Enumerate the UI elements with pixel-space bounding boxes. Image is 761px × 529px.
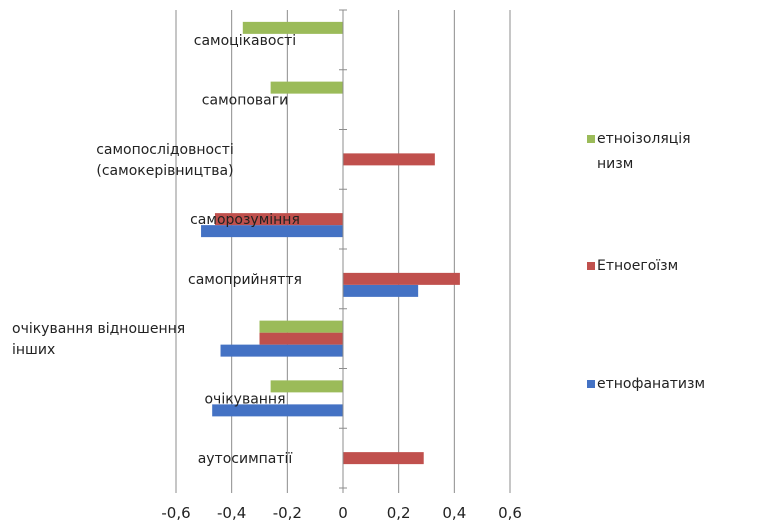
x-tick-labels: -0,6 -0,4 -0,2 0 0,2 0,4 0,6 xyxy=(161,504,522,522)
category-label: самопослідовності (самокерівництва) xyxy=(96,142,234,179)
category-label: самоприйняття xyxy=(188,272,302,288)
bar-етноегоїзм xyxy=(343,452,424,465)
category-label: самоцікавості xyxy=(194,33,296,49)
category-label-line: самопослідовності xyxy=(96,142,234,158)
category-label-line: самоповаги xyxy=(202,93,288,109)
legend-item: Етноегоїзм xyxy=(587,258,678,274)
bar-етноегоїзм xyxy=(343,153,435,166)
category-label: самоповаги xyxy=(202,93,288,109)
x-tick-label: -0,6 xyxy=(161,504,190,522)
category-label-line: очікування відношення xyxy=(12,321,185,337)
bar-етнофанатизм xyxy=(343,284,419,297)
legend: етноізоляція низм Етноегоїзм етнофанатизм xyxy=(587,131,705,392)
bar-етноізоляція-низм xyxy=(270,380,343,393)
legend-label: низм xyxy=(597,156,633,172)
bar-етноізоляція-низм xyxy=(242,21,343,34)
legend-label: етноізоляція xyxy=(597,131,691,147)
bar-етноегоїзм xyxy=(214,213,343,226)
category-label-line: очікування xyxy=(204,391,285,407)
legend-swatch xyxy=(587,135,595,143)
category-label: очікування відношення інших xyxy=(12,321,185,358)
legend-label: етнофанатизм xyxy=(597,376,705,392)
x-tick-label: 0,6 xyxy=(498,504,522,522)
x-tick-label: 0,4 xyxy=(442,504,466,522)
category-label-line: інших xyxy=(12,342,55,358)
category-label-line: саморозуміння xyxy=(190,212,300,228)
category-label-line: (самокерівництва) xyxy=(96,163,233,179)
bar-етноегоїзм xyxy=(259,332,343,345)
bar-етноізоляція-низм xyxy=(259,320,343,333)
category-label: очікування xyxy=(204,391,285,407)
category-label: аутосимпатії xyxy=(198,451,293,467)
x-tick-label: -0,2 xyxy=(273,504,302,522)
axes xyxy=(175,9,511,493)
x-tick-label: 0,2 xyxy=(387,504,411,522)
legend-item: етнофанатизм xyxy=(587,376,705,392)
category-label-line: аутосимпатії xyxy=(198,451,293,467)
bars xyxy=(201,21,460,465)
legend-swatch xyxy=(587,262,595,270)
legend-swatch xyxy=(587,380,595,388)
legend-label: Етноегоїзм xyxy=(597,258,678,274)
bar-етнофанатизм xyxy=(201,225,343,238)
legend-item: етноізоляція низм xyxy=(587,131,691,172)
category-label: саморозуміння xyxy=(190,212,300,228)
bar-етнофанатизм xyxy=(220,344,343,357)
bar-етнофанатизм xyxy=(212,404,343,417)
bar-етноегоїзм xyxy=(343,272,460,285)
category-label-line: самоцікавості xyxy=(194,33,296,49)
x-tick-label: 0 xyxy=(338,504,348,522)
bar-етноізоляція-низм xyxy=(270,81,343,94)
x-tick-label: -0,4 xyxy=(217,504,246,522)
category-label-line: самоприйняття xyxy=(188,272,302,288)
category-labels: самоцікавості самоповаги самопослідовності… xyxy=(12,33,302,467)
